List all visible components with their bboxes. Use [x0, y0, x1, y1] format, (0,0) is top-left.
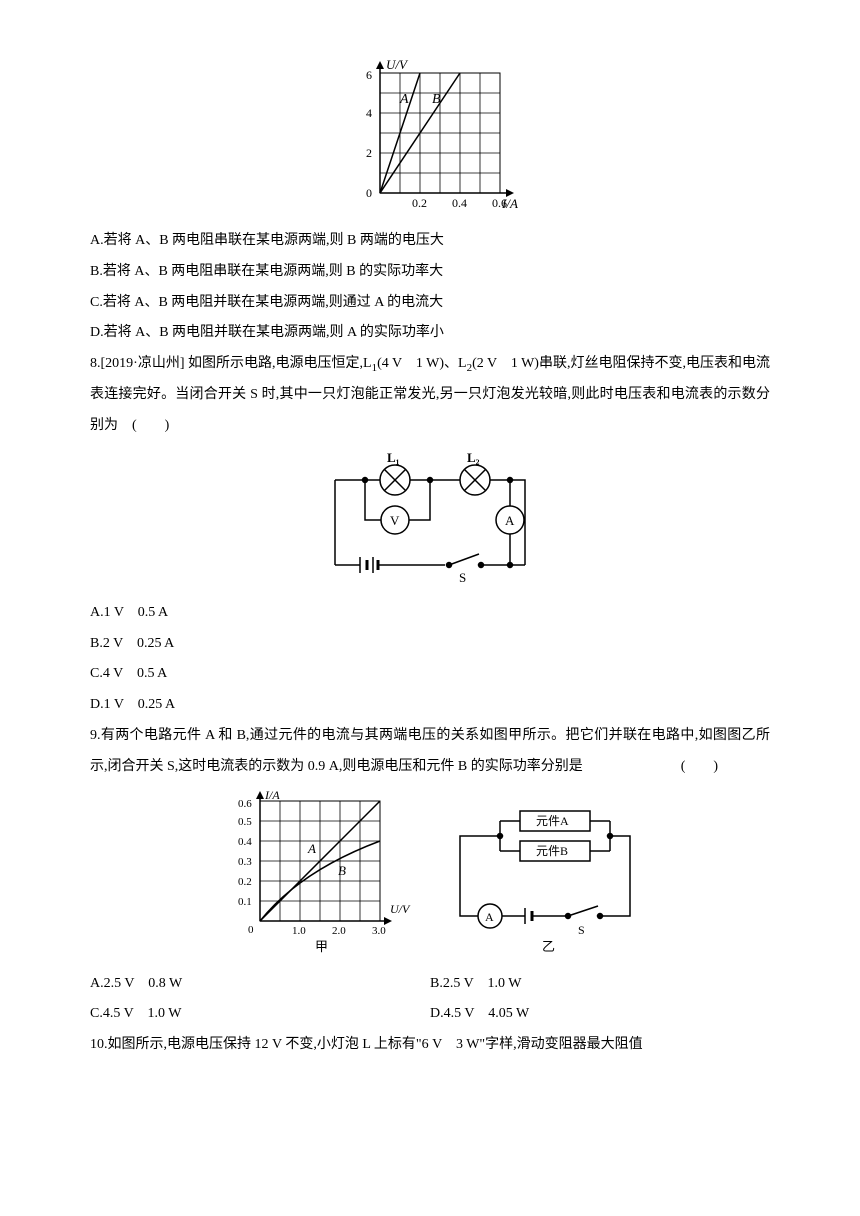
- svg-text:0.2: 0.2: [238, 876, 252, 888]
- q9-stem: 9.有两个电路元件 A 和 B,通过元件的电流与其两端电压的关系如图甲所示。把它…: [90, 721, 770, 783]
- q8-choice-B: B.2 V 0.25 A: [90, 629, 770, 660]
- svg-text:U/V: U/V: [386, 58, 409, 72]
- svg-text:0: 0: [248, 924, 254, 936]
- svg-text:B: B: [432, 92, 441, 107]
- svg-text:U/V: U/V: [390, 902, 411, 916]
- q9-row2: C.4.5 V 1.0 W D.4.5 V 4.05 W: [90, 999, 770, 1030]
- svg-text:A: A: [307, 841, 316, 856]
- q8-choice-D: D.1 V 0.25 A: [90, 690, 770, 721]
- q8-stem: 8.[2019·凉山州] 如图所示电路,电源电压恒定,L1(4 V 1 W)、L…: [90, 349, 770, 442]
- svg-text:S: S: [459, 570, 466, 585]
- svg-text:A: A: [505, 513, 515, 528]
- svg-text:V: V: [390, 513, 400, 528]
- svg-text:I/A: I/A: [501, 196, 518, 211]
- svg-text:0: 0: [366, 186, 372, 200]
- q9-choice-B: B.2.5 V 1.0 W: [430, 969, 770, 1000]
- svg-text:元件B: 元件B: [536, 844, 568, 858]
- svg-text:2: 2: [366, 146, 372, 160]
- svg-text:L₂: L₂: [467, 450, 480, 465]
- q9-figure: A B 0.1 0.2 0.3 0.4 0.5 0.6 0 1.0 2.0 3.…: [90, 791, 770, 961]
- q7-choice-D: D.若将 A、B 两电阻并联在某电源两端,则 A 的实际功率小: [90, 318, 770, 349]
- svg-text:I/A: I/A: [264, 791, 280, 802]
- q7-choice-B: B.若将 A、B 两电阻串联在某电源两端,则 B 的实际功率大: [90, 257, 770, 288]
- svg-text:L₁: L₁: [387, 450, 400, 465]
- q8-circuit: L₁ L₂ V A S: [90, 450, 770, 590]
- svg-text:元件A: 元件A: [536, 814, 569, 828]
- svg-text:0.3: 0.3: [238, 856, 252, 868]
- svg-text:甲: 甲: [315, 939, 328, 954]
- q7-choice-A: A.若将 A、B 两电阻串联在某电源两端,则 B 两端的电压大: [90, 226, 770, 257]
- q8-choice-C: C.4 V 0.5 A: [90, 659, 770, 690]
- q7-choice-C: C.若将 A、B 两电阻并联在某电源两端,则通过 A 的电流大: [90, 288, 770, 319]
- svg-text:2.0: 2.0: [332, 925, 346, 937]
- q10-stem: 10.如图所示,电源电压保持 12 V 不变,小灯泡 L 上标有"6 V 3 W…: [90, 1030, 770, 1061]
- svg-text:A: A: [485, 910, 494, 924]
- q8-choice-A: A.1 V 0.5 A: [90, 598, 770, 629]
- svg-text:乙: 乙: [542, 939, 555, 954]
- svg-text:0.2: 0.2: [412, 196, 427, 210]
- q9-row1: A.2.5 V 0.8 W B.2.5 V 1.0 W: [90, 969, 770, 1000]
- q9-choice-C: C.4.5 V 1.0 W: [90, 999, 430, 1030]
- q9-choice-A: A.2.5 V 0.8 W: [90, 969, 430, 1000]
- svg-text:6: 6: [366, 68, 372, 82]
- svg-text:B: B: [338, 863, 346, 878]
- svg-text:0.1: 0.1: [238, 896, 252, 908]
- svg-text:0.5: 0.5: [238, 816, 252, 828]
- svg-text:0.4: 0.4: [238, 836, 252, 848]
- chart-uv-ia: A B 0 2 4 6 0.2 0.4 0.6 U/V I/A: [340, 58, 520, 218]
- svg-text:1.0: 1.0: [292, 925, 306, 937]
- q9-choice-D: D.4.5 V 4.05 W: [430, 999, 770, 1030]
- svg-text:0.4: 0.4: [452, 196, 467, 210]
- q7-figure: A B 0 2 4 6 0.2 0.4 0.6 U/V I/A: [90, 58, 770, 218]
- svg-text:4: 4: [366, 106, 372, 120]
- svg-text:S: S: [578, 923, 585, 937]
- svg-text:3.0: 3.0: [372, 925, 386, 937]
- svg-text:A: A: [399, 92, 409, 107]
- svg-text:0.6: 0.6: [238, 798, 252, 810]
